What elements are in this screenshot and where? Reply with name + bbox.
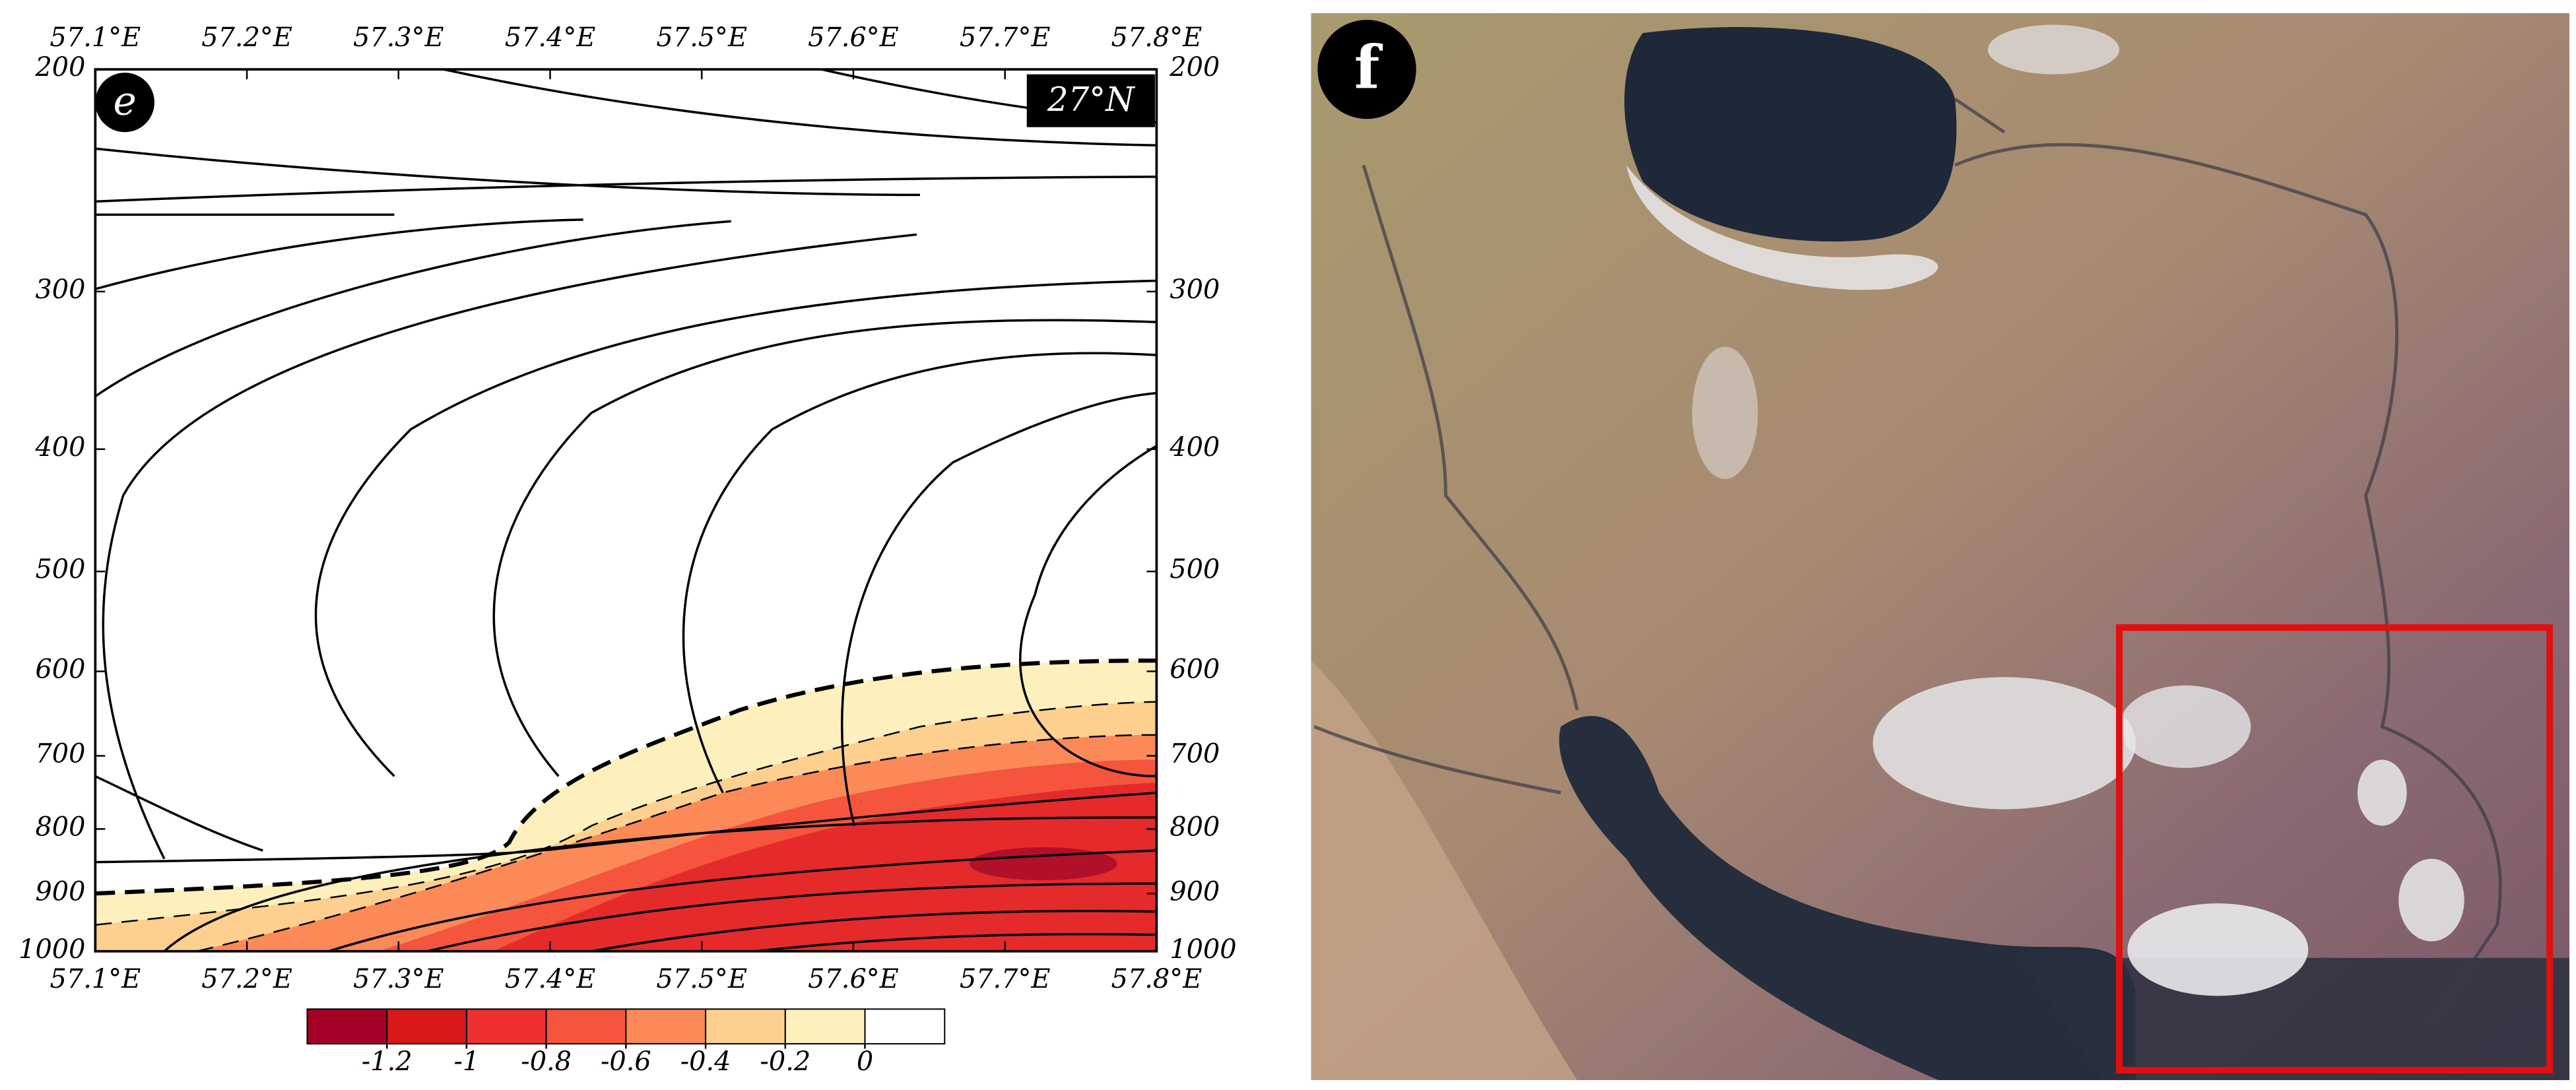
y-tick-label: 300 — [1170, 274, 1220, 305]
colorbar-swatch — [306, 1008, 388, 1044]
y-tick-label: 1000 — [1170, 934, 1236, 965]
colorbar-tick-label: 0 — [857, 1046, 873, 1077]
x-tick-label: 57.5°E — [656, 22, 747, 53]
plot-frame — [94, 68, 1158, 953]
colorbar-swatch — [386, 1008, 467, 1044]
y-tick-label: 500 — [1170, 554, 1220, 585]
x-tick-label: 57.4°E — [505, 22, 596, 53]
panel-label: e — [113, 78, 136, 124]
x-tick-label: 57.7°E — [960, 964, 1051, 994]
x-tick-label: 57.8°E — [1111, 22, 1203, 53]
y-tick-label: 500 — [35, 554, 85, 585]
y-tick-label: 1000 — [18, 934, 85, 965]
y-tick-label: 200 — [1169, 52, 1220, 82]
colorbar-tick-label: -0.6 — [601, 1046, 651, 1077]
colorbar-tick-label: -0.2 — [760, 1046, 810, 1077]
x-tick-label: 57.3°E — [353, 22, 444, 53]
y-tick-label: 700 — [1170, 738, 1220, 769]
y-tick-label: 700 — [35, 738, 85, 769]
x-tick-label: 57.2°E — [201, 964, 292, 994]
x-tick-label: 57.2°E — [201, 22, 292, 53]
panel-badge — [95, 73, 154, 133]
panel-label: f — [1354, 33, 1383, 102]
y-tick-label: 900 — [1170, 876, 1220, 907]
colorbar-swatch — [545, 1008, 627, 1044]
y-tick-label: 600 — [35, 654, 85, 684]
y-tick-label: 300 — [35, 274, 85, 305]
colorbar-tick-label: -1.2 — [362, 1046, 413, 1077]
x-tick-label: 57.5°E — [656, 964, 747, 994]
x-tick-label: 57.6°E — [808, 22, 899, 53]
x-tick-label: 57.8°E — [1111, 964, 1203, 994]
colorbar-swatch — [864, 1008, 946, 1044]
colorbar-swatch — [625, 1008, 707, 1044]
colorbar-tick-label: -0.4 — [680, 1046, 731, 1077]
satellite-image — [1311, 13, 2570, 1080]
y-tick-label: 200 — [34, 52, 85, 82]
y-tick-label: 800 — [1170, 812, 1220, 842]
colorbar-swatch — [784, 1008, 866, 1044]
highlight-box — [2116, 624, 2554, 1074]
colorbar-swatch — [465, 1008, 547, 1044]
x-tick-label: 57.1°E — [50, 22, 141, 53]
x-tick-label: 57.3°E — [353, 964, 444, 994]
colorbar-tick-label: -1 — [454, 1046, 480, 1077]
x-tick-label: 57.4°E — [505, 964, 596, 994]
y-tick-label: 800 — [35, 812, 85, 842]
y-tick-label: 600 — [1170, 654, 1220, 684]
y-tick-label: 900 — [35, 876, 85, 907]
annotation-box — [1026, 74, 1155, 127]
x-tick-label: 57.7°E — [960, 22, 1051, 53]
colorbar-tick-label: -0.8 — [521, 1046, 572, 1077]
annotation: 27°N — [1047, 80, 1136, 119]
x-tick-label: 57.1°E — [50, 964, 141, 994]
y-tick-label: 400 — [34, 432, 85, 463]
y-tick-label: 400 — [1169, 432, 1220, 463]
colorbar-swatch — [705, 1008, 786, 1044]
x-tick-label: 57.6°E — [808, 964, 899, 994]
panel-badge — [1317, 20, 1416, 119]
streamlines — [95, 69, 1157, 951]
